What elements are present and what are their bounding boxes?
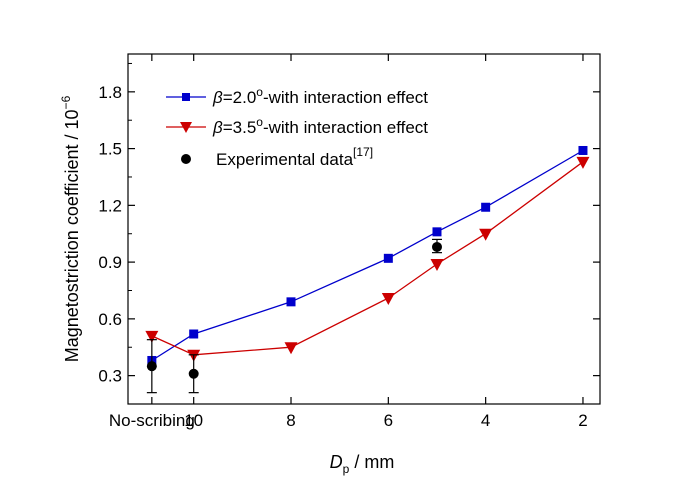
x-tick-label-5: 2 (578, 411, 587, 430)
legend-series-1-symbol: β (212, 88, 223, 107)
series-2-point-6 (576, 156, 590, 169)
x-axis-title-rest: / mm (349, 452, 394, 472)
series-2-point-4 (430, 259, 444, 271)
series-2-point-0 (145, 330, 159, 343)
x-tick-label-1: 10 (184, 411, 203, 430)
series-1-point-5 (481, 202, 491, 212)
y-tick-label-2: 0.9 (98, 253, 122, 272)
series-layer (145, 145, 590, 365)
x-tick-label-4: 4 (481, 411, 490, 430)
legend-marker-series-1 (182, 93, 190, 101)
plot-area-frame (127, 53, 601, 405)
series-2-point-3 (381, 293, 395, 306)
series-1-point-6 (578, 145, 588, 155)
series-1-point-1 (189, 329, 199, 339)
x-tick-label-2: 8 (286, 411, 295, 430)
legend-series-2-rest: -with interaction effect (263, 118, 428, 137)
series-2-point-2 (284, 342, 298, 355)
legend-label-series-2: β=3.5o-with interaction effect (212, 115, 428, 137)
legend: β=2.0o-with interaction effect β=3.5o-wi… (166, 85, 428, 169)
legend-series-2-symbol: β (212, 118, 223, 137)
legend-experimental-text: Experimental data (216, 150, 354, 169)
y-tick-label-5: 1.8 (98, 83, 122, 102)
y-axis-title-text: Magnetostriction coefficient / 10 (62, 109, 82, 362)
y-axis-title: Magnetostriction coefficient / 10−6 (59, 95, 82, 362)
y-axis: 0.3 0.6 0.9 1.2 1.5 1.8 (98, 62, 600, 386)
y-tick-label-3: 1.2 (98, 196, 122, 215)
legend-label-series-1: β=2.0o-with interaction effect (212, 85, 428, 107)
series-1-point-2 (286, 297, 296, 307)
legend-series-1-rest: -with interaction effect (263, 88, 428, 107)
y-tick-label-4: 1.5 (98, 140, 122, 159)
x-axis-title-sub: p (343, 462, 350, 476)
legend-label-experimental: Experimental data[17] (216, 145, 373, 169)
series-2-point-5 (479, 228, 493, 241)
y-tick-label-0: 0.3 (98, 367, 122, 386)
legend-marker-series-2 (180, 122, 192, 133)
experimental-point-2 (431, 241, 442, 252)
series-1-point-4 (432, 227, 442, 237)
legend-series-2-value: =3.5 (223, 118, 257, 137)
legend-marker-experimental (181, 154, 191, 164)
x-tick-label-0: No-scribing (109, 411, 195, 430)
legend-series-1-sup: o (256, 85, 263, 99)
series-1-line (151, 149, 584, 362)
series-1-point-3 (383, 253, 393, 263)
experimental-point-0 (146, 361, 157, 372)
experimental-layer (146, 238, 442, 394)
legend-experimental-sup: [17] (353, 145, 373, 159)
y-tick-label-1: 0.6 (98, 310, 122, 329)
legend-series-1-value: =2.0 (223, 88, 257, 107)
x-axis-title: Dp / mm (330, 452, 395, 476)
experimental-point-1 (188, 368, 199, 379)
legend-series-2-sup: o (256, 115, 263, 129)
x-axis-title-main: D (330, 452, 343, 472)
y-axis-title-sup: −6 (59, 95, 73, 109)
x-tick-label-3: 6 (384, 411, 393, 430)
